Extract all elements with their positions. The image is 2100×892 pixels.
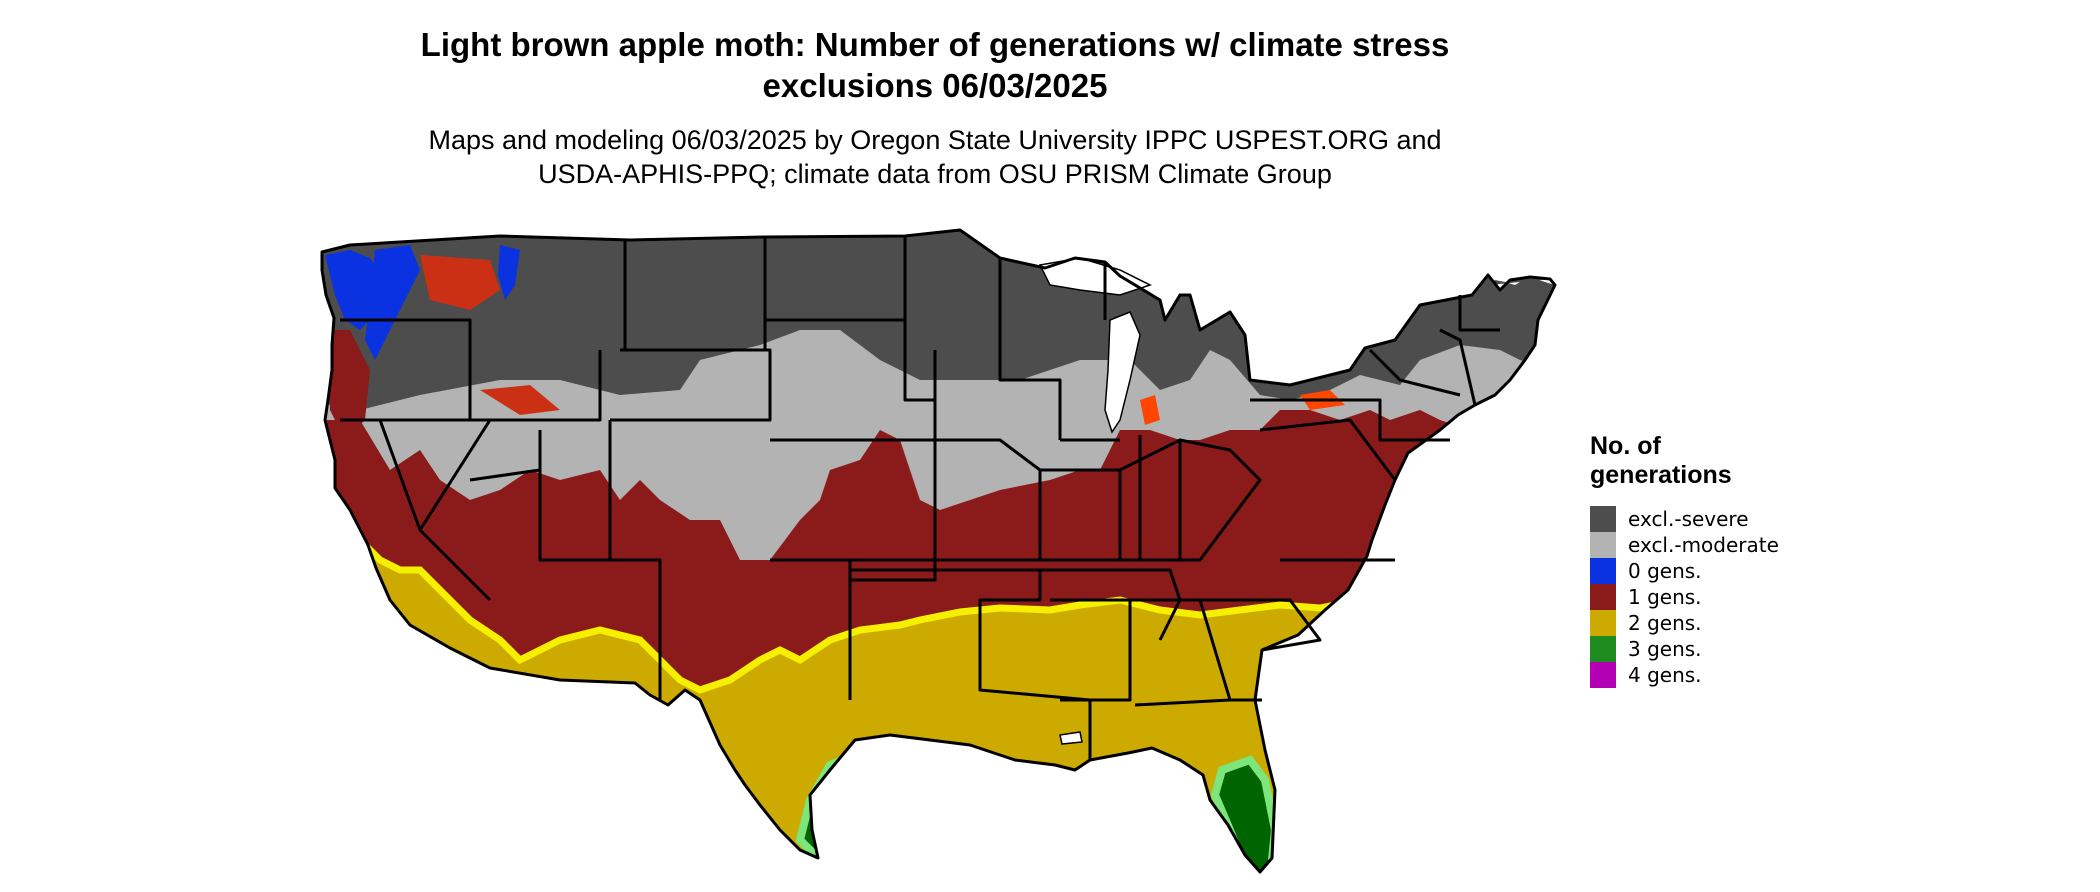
legend-swatch	[1590, 532, 1616, 558]
legend-swatch	[1590, 662, 1616, 688]
legend-item: 0 gens.	[1590, 558, 1790, 584]
title-line-2: exclusions 06/03/2025	[762, 67, 1108, 104]
map-subtitle: Maps and modeling 06/03/2025 by Oregon S…	[300, 123, 1570, 191]
legend-item: excl.-moderate	[1590, 532, 1790, 558]
map-title: Light brown apple moth: Number of genera…	[300, 24, 1570, 106]
legend-title: No. of generations	[1590, 432, 1790, 490]
legend-item: 3 gens.	[1590, 636, 1790, 662]
legend-label: 3 gens.	[1628, 637, 1702, 661]
legend-swatch	[1590, 506, 1616, 532]
lake-ponchartrain	[1059, 731, 1083, 745]
one-generation-zone-northwest	[330, 330, 370, 440]
legend-title-line-1: No. of	[1590, 432, 1661, 460]
legend-item: 1 gens.	[1590, 584, 1790, 610]
legend-title-line-2: generations	[1590, 461, 1732, 489]
legend-swatch	[1590, 610, 1616, 636]
legend-swatch	[1590, 558, 1616, 584]
legend-label: 2 gens.	[1628, 611, 1702, 635]
subtitle-line-1: Maps and modeling 06/03/2025 by Oregon S…	[428, 125, 1442, 155]
legend-label: 4 gens.	[1628, 663, 1702, 687]
legend-label: excl.-severe	[1628, 507, 1749, 531]
legend-label: 1 gens.	[1628, 585, 1702, 609]
subtitle-line-2: USDA-APHIS-PPQ; climate data from OSU PR…	[538, 159, 1332, 189]
zero-generation-zone-rockies	[498, 245, 520, 300]
map-legend: No. of generations excl.-severe excl.-mo…	[1590, 432, 1790, 688]
three-generation-zone-florida	[1210, 755, 1280, 872]
title-line-1: Light brown apple moth: Number of genera…	[420, 26, 1450, 63]
orange-pocket-great-lakes	[1140, 395, 1160, 425]
one-generation-zone-inland-northwest	[420, 255, 500, 310]
legend-label: 0 gens.	[1628, 559, 1702, 583]
state-borders	[320, 228, 1557, 874]
legend-label: excl.-moderate	[1628, 533, 1779, 557]
legend-items: excl.-severe excl.-moderate 0 gens. 1 ge…	[1590, 506, 1790, 688]
legend-item: 2 gens.	[1590, 610, 1790, 636]
four-generation-zone-keys	[1215, 878, 1245, 888]
lake-michigan	[1104, 311, 1141, 434]
legend-swatch	[1590, 636, 1616, 662]
legend-swatch	[1590, 584, 1616, 610]
zero-generation-zone-cascades	[365, 245, 420, 360]
legend-item: 4 gens.	[1590, 662, 1790, 688]
one-generation-zone-snake-river	[480, 385, 560, 415]
legend-item: excl.-severe	[1590, 506, 1790, 532]
